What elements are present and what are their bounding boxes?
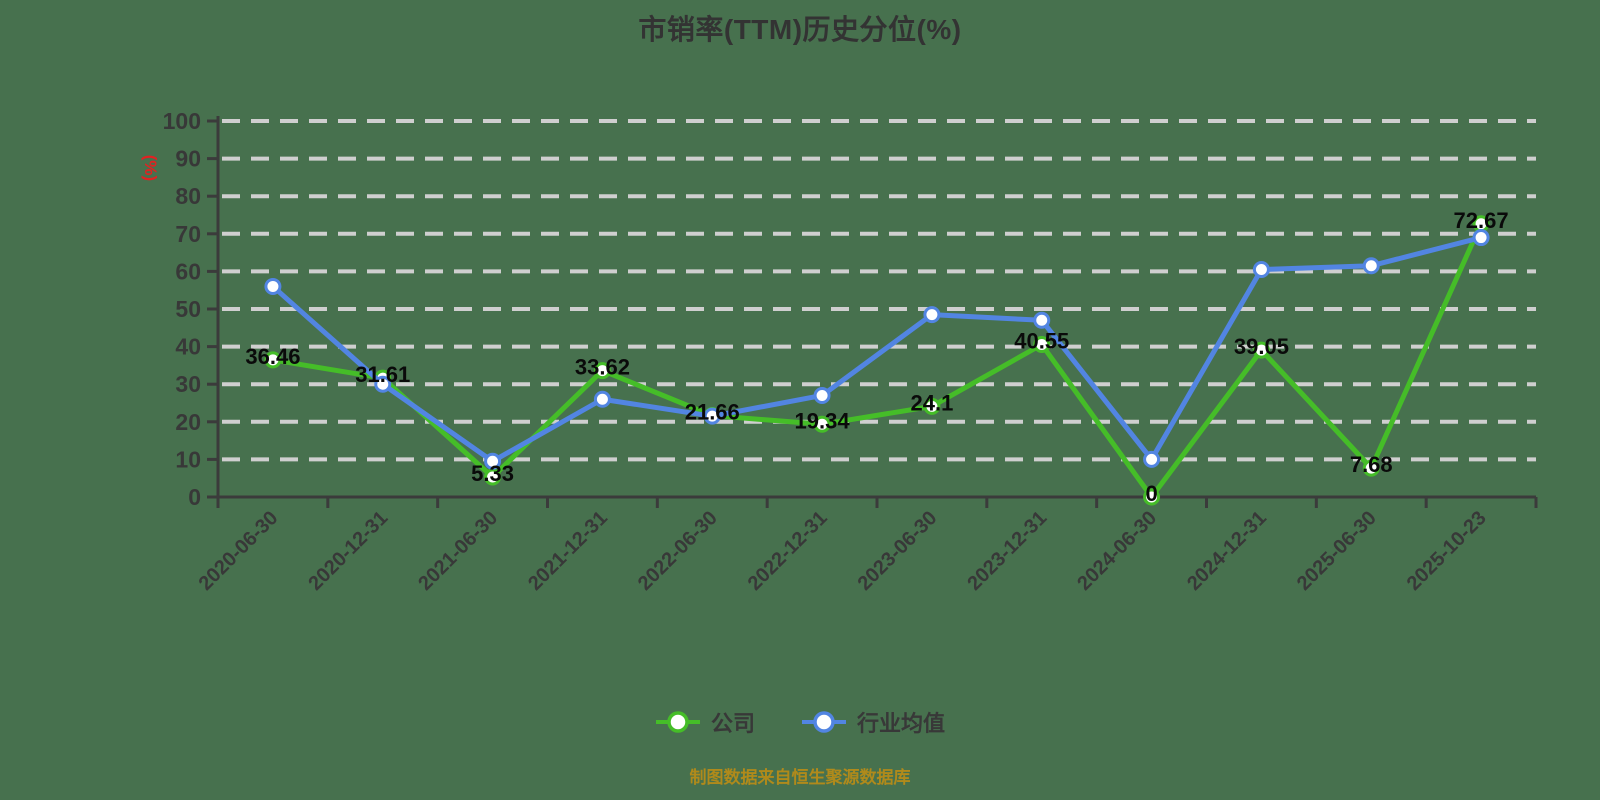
legend-marker-company-icon — [655, 711, 700, 733]
line-chart-plot-area: 0 10 20 30 40 50 60 70 80 90 100 2020-06-30 2020-12-… — [163, 108, 1538, 595]
data-point-行业均值[interactable] — [593, 390, 611, 408]
data-point-label: 36.46 — [245, 344, 300, 369]
data-point-行业均值[interactable] — [1033, 311, 1051, 329]
data-point-label: 33.62 — [575, 355, 630, 380]
data-point-公司[interactable] — [264, 351, 282, 369]
x-axis-tick-label: 2025-10-23 — [1403, 507, 1491, 595]
data-point-公司[interactable] — [1362, 459, 1380, 477]
data-source-note: 制图数据来自恒生聚源数据库 — [689, 768, 911, 787]
data-point-label: 72.67 — [1454, 208, 1509, 233]
data-point-公司[interactable] — [1252, 341, 1270, 359]
data-point-行业均值[interactable] — [1362, 257, 1380, 275]
data-point-公司[interactable] — [1143, 488, 1161, 506]
data-point-label: 39.05 — [1234, 334, 1289, 359]
data-point-公司[interactable] — [484, 468, 502, 486]
series-line-行业均值 — [270, 235, 1484, 464]
y-axis-tick-label: 60 — [175, 258, 201, 284]
data-point-行业均值[interactable] — [923, 306, 941, 324]
data-point-label: 19.34 — [795, 408, 851, 433]
legend-marker-industry-icon — [802, 711, 846, 733]
x-axis-tick-label: 2024-12-31 — [1183, 507, 1271, 595]
chart-title: 市销率(TTM)历史分位(%) — [638, 14, 962, 45]
x-axis-tick-label: 2023-12-31 — [963, 507, 1051, 595]
legend-item-company[interactable]: 公司 — [655, 706, 755, 738]
data-point-label: 5.33 — [471, 461, 514, 486]
series-line-公司 — [270, 221, 1484, 500]
y-axis-tick-label: 10 — [175, 446, 201, 472]
y-axis-tick-label: 30 — [175, 371, 201, 397]
x-axis-tick-label: 2020-06-30 — [195, 507, 283, 595]
data-point-行业均值[interactable] — [484, 452, 502, 470]
data-point-行业均值[interactable] — [813, 386, 831, 404]
legend-item-industry-average[interactable]: 行业均值 — [801, 706, 945, 738]
data-point-label: 24.1 — [911, 390, 954, 415]
data-point-行业均值[interactable] — [1472, 229, 1490, 247]
data-point-label: 0 — [1145, 481, 1157, 506]
x-axis-tick-label: 2021-06-30 — [414, 507, 502, 595]
y-axis-tick-label: 50 — [175, 296, 201, 322]
x-axis-tick-label: 2024-06-30 — [1073, 507, 1161, 595]
chart-legend: 公司 行业均值 — [0, 706, 1600, 738]
y-axis-tick-label: 80 — [175, 183, 201, 209]
y-axis-tick-label: 70 — [175, 221, 201, 247]
x-axis-tick-label: 2022-12-31 — [744, 507, 832, 595]
legend-label-company: 公司 — [710, 711, 755, 736]
y-axis-tick-label: 90 — [175, 146, 201, 172]
x-axis-tick-label: 2022-06-30 — [634, 507, 722, 595]
x-axis-tick-label: 2025-06-30 — [1293, 507, 1381, 595]
y-axis-tick-label: 0 — [188, 484, 201, 510]
data-point-行业均值[interactable] — [1252, 261, 1270, 279]
data-point-公司[interactable] — [1033, 336, 1051, 354]
data-point-公司[interactable] — [813, 415, 831, 433]
data-point-行业均值[interactable] — [1143, 450, 1161, 468]
data-point-公司[interactable] — [593, 362, 611, 380]
y-axis-tick-label: 100 — [163, 108, 201, 134]
data-point-label: 21.66 — [685, 400, 740, 425]
x-axis-tick-label: 2020-12-31 — [304, 507, 392, 595]
data-point-label: 7.68 — [1350, 452, 1393, 477]
y-axis-tick-label: 40 — [175, 334, 201, 360]
data-point-行业均值[interactable] — [703, 407, 721, 425]
data-point-行业均值[interactable] — [264, 277, 282, 295]
legend-label-industry-average: 行业均值 — [857, 711, 946, 736]
data-point-label: 31.61 — [355, 362, 410, 387]
y-axis-tick-label: 20 — [175, 409, 201, 435]
data-point-公司[interactable] — [923, 397, 941, 415]
x-axis-tick-label: 2021-12-31 — [524, 507, 612, 595]
data-point-label: 40.55 — [1014, 329, 1069, 354]
data-point-行业均值[interactable] — [374, 375, 392, 393]
x-axis-tick-label: 2023-06-30 — [854, 507, 942, 595]
